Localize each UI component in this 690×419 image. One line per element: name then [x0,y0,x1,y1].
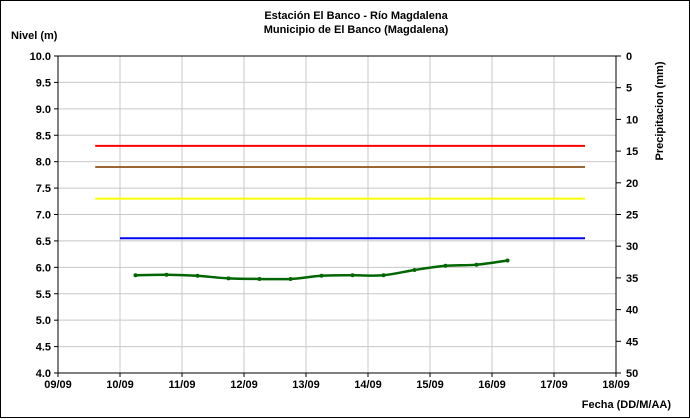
y2-tick-label: 30 [626,241,638,253]
x-tick-label: 10/09 [106,379,134,391]
y2-tick-label: 45 [626,336,638,348]
y-tick-label: 8.0 [36,157,51,169]
data-point [133,273,138,278]
data-point [226,276,231,281]
chart-title-line-1: Estación El Banco - Río Magdalena [264,10,448,22]
data-point [381,273,386,278]
y-tick-label: 4.5 [36,342,51,354]
tick-layer: 4.0 4.5 5.0 5.5 6.0 6.5 7.0 7.5 8.0 8.5 9.0 9.5 10.0… [30,51,639,391]
y2-tick-label: 5 [626,83,632,95]
y-tick-label: 6.5 [36,236,51,248]
y2-tick-label: 0 [626,51,632,63]
data-point [319,273,324,278]
y-tick-label: 9.5 [36,77,51,89]
y-axis-title: Nivel (m) [11,30,58,42]
y-tick-label: 7.0 [36,210,51,222]
x-tick-label: 13/09 [292,379,320,391]
x-tick-label: 12/09 [230,379,258,391]
y-tick-label: 8.5 [36,130,51,142]
y-tick-label: 4.0 [36,368,51,380]
chart-title-line-2: Municipio de El Banco (Magdalena) [264,24,449,36]
threshold-lines [95,144,585,240]
x-axis-title: Fecha (DD/M/AA) [582,399,672,411]
y2-tick-label: 25 [626,210,638,222]
y2-tick-label: 40 [626,305,638,317]
data-point [288,276,293,281]
y-tick-label: 6.0 [36,262,51,274]
x-tick-label: 16/09 [478,379,506,391]
y2-tick-label: 35 [626,273,638,285]
y2-tick-label: 10 [626,114,638,126]
y2-tick-label: 15 [626,146,638,158]
x-tick-label: 18/09 [602,379,630,391]
y2-tick-label: 20 [626,178,638,190]
y-tick-label: 5.0 [36,315,51,327]
y-tick-label: 7.5 [36,183,51,195]
data-point [412,267,417,272]
data-point [164,272,169,277]
y-tick-label: 10.0 [30,51,51,63]
data-point [257,276,262,281]
data-point [505,258,510,263]
y-tick-label: 9.0 [36,104,51,116]
x-tick-label: 09/09 [44,379,72,391]
x-tick-label: 15/09 [416,379,444,391]
x-tick-label: 14/09 [354,379,382,391]
data-point [350,273,355,278]
x-tick-label: 11/09 [169,379,196,391]
x-tick-label: 17/09 [540,379,568,391]
data-point [474,262,479,267]
grid-layer [58,56,616,373]
data-point [195,273,200,278]
y2-tick-label: 50 [626,368,638,380]
data-point [443,263,448,268]
y2-axis-title: Precipitacion (mm) [654,61,666,160]
series-layer [133,258,510,281]
y-tick-label: 5.5 [36,289,51,301]
